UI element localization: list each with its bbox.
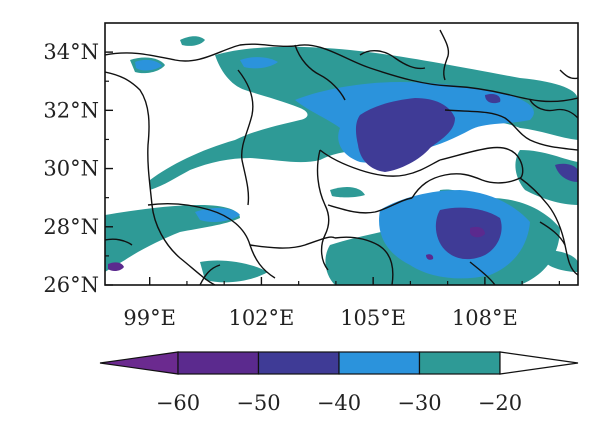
band-purple-areas — [108, 226, 485, 272]
longitude-axis: 99°E 102°E 105°E 108°E — [123, 277, 560, 330]
lon-tick-label: 102°E — [228, 306, 294, 330]
latitude-axis: 34°N 32°N 30°N 28°N 26°N — [43, 40, 113, 297]
colorbar-segment — [338, 351, 421, 375]
lat-tick-label: 30°N — [43, 157, 99, 181]
colorbar-segment — [257, 351, 340, 375]
colorbar-segment — [177, 351, 260, 375]
map-panel — [104, 22, 579, 286]
colorbar-level-label: −30 — [397, 391, 441, 415]
lat-tick-label: 34°N — [43, 40, 99, 64]
lon-tick-label: 105°E — [340, 306, 406, 330]
lat-tick-label: 32°N — [43, 98, 99, 122]
map-frame — [104, 22, 579, 286]
band-dark-blue-areas — [355, 93, 578, 260]
colorbar-level-label: −50 — [236, 391, 280, 415]
shaded-anomaly-layer — [105, 29, 578, 285]
colorbar-level-label: −20 — [478, 391, 522, 415]
political-boundaries — [105, 29, 578, 285]
lat-tick-label: 28°N — [43, 215, 99, 239]
lon-tick-label: 108°E — [452, 306, 518, 330]
lon-tick-label: 99°E — [123, 306, 176, 330]
colorbar-extend-max — [499, 351, 579, 375]
colorbar-level-label: −60 — [156, 391, 200, 415]
lat-tick-label: 26°N — [43, 273, 99, 297]
colorbar: −60 −50 −40 −30 −20 — [99, 351, 579, 415]
colorbar-level-label: −40 — [317, 391, 361, 415]
colorbar-segment — [418, 351, 501, 375]
colorbar-extend-min — [99, 351, 179, 375]
